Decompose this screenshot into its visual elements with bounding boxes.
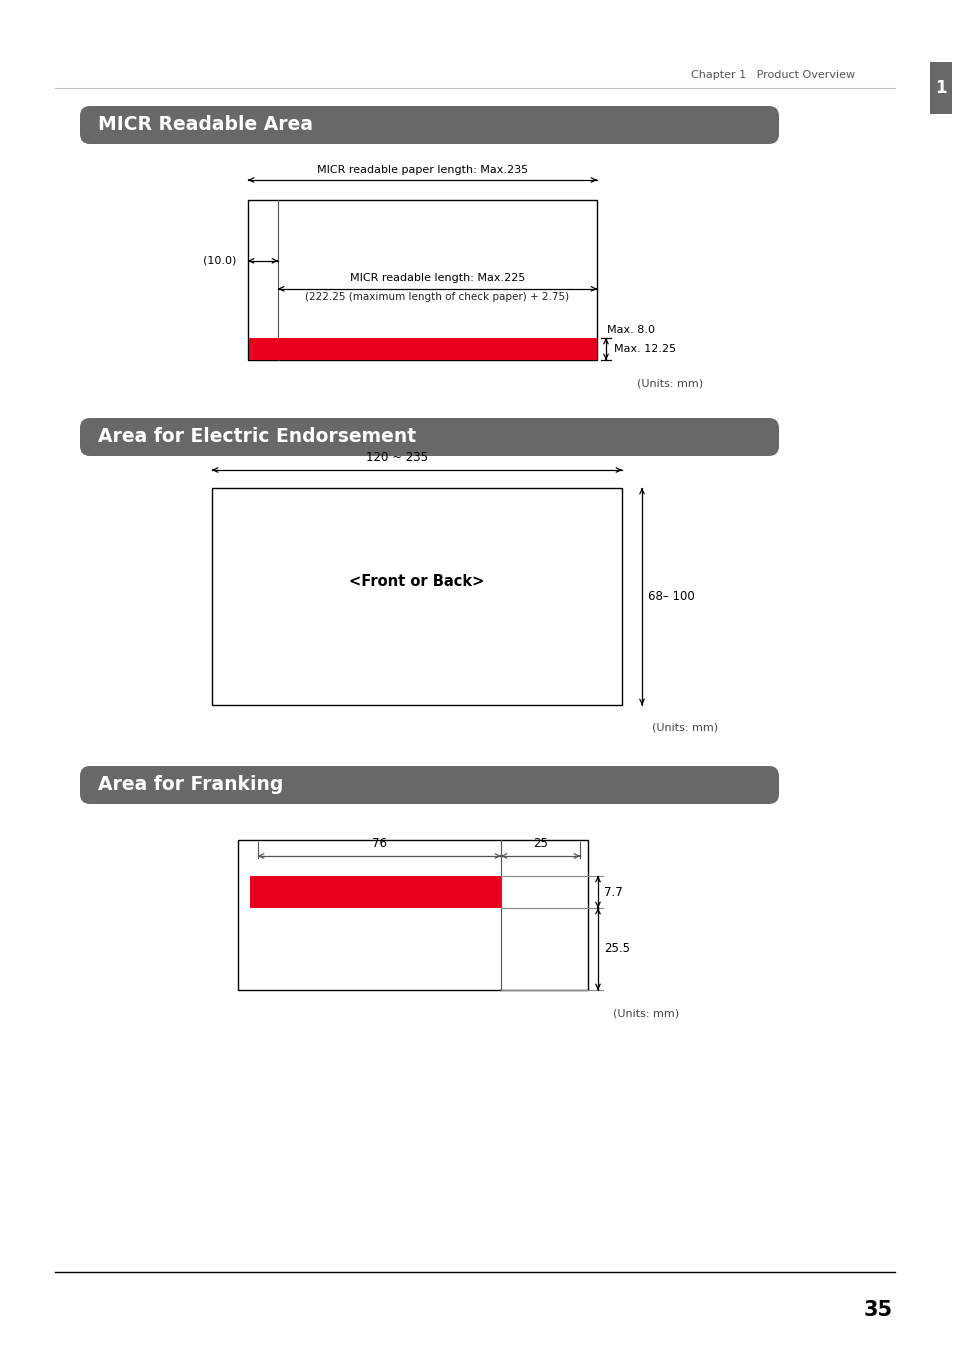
Text: (Units: mm): (Units: mm) (613, 1008, 679, 1018)
FancyBboxPatch shape (80, 107, 779, 144)
Text: 68– 100: 68– 100 (647, 590, 694, 603)
Text: Chapter 1   Product Overview: Chapter 1 Product Overview (690, 70, 854, 80)
Text: 25.5: 25.5 (603, 942, 629, 956)
Text: Area for Electric Endorsement: Area for Electric Endorsement (98, 428, 416, 447)
Bar (249, 338, 597, 360)
Text: (Units: mm): (Units: mm) (651, 724, 718, 733)
Text: Area for Franking: Area for Franking (98, 775, 283, 795)
Text: MICR Readable Area: MICR Readable Area (98, 116, 313, 135)
Text: (10.0): (10.0) (202, 255, 235, 266)
Text: Max. 8.0: Max. 8.0 (606, 325, 655, 335)
FancyBboxPatch shape (80, 418, 779, 456)
Text: 35: 35 (863, 1300, 892, 1320)
Bar (237, 840, 587, 990)
Bar (248, 200, 597, 360)
Text: MICR readable length: Max.225: MICR readable length: Max.225 (350, 273, 525, 282)
Text: <Front or Back>: <Front or Back> (349, 574, 484, 589)
FancyBboxPatch shape (80, 765, 779, 805)
Text: 1: 1 (934, 80, 945, 97)
Bar (929, 62, 951, 113)
Text: (222.25 (maximum length of check paper) + 2.75): (222.25 (maximum length of check paper) … (305, 292, 569, 302)
Text: 76: 76 (372, 837, 387, 850)
Text: 120 ~ 235: 120 ~ 235 (366, 451, 428, 464)
Text: MICR readable paper length: Max.235: MICR readable paper length: Max.235 (316, 165, 528, 176)
Text: (Units: mm): (Units: mm) (637, 378, 702, 387)
Bar (212, 487, 621, 705)
Text: Max. 12.25: Max. 12.25 (614, 344, 676, 354)
Bar (250, 876, 500, 909)
Text: 7.7: 7.7 (603, 886, 622, 899)
Text: 25: 25 (533, 837, 547, 850)
